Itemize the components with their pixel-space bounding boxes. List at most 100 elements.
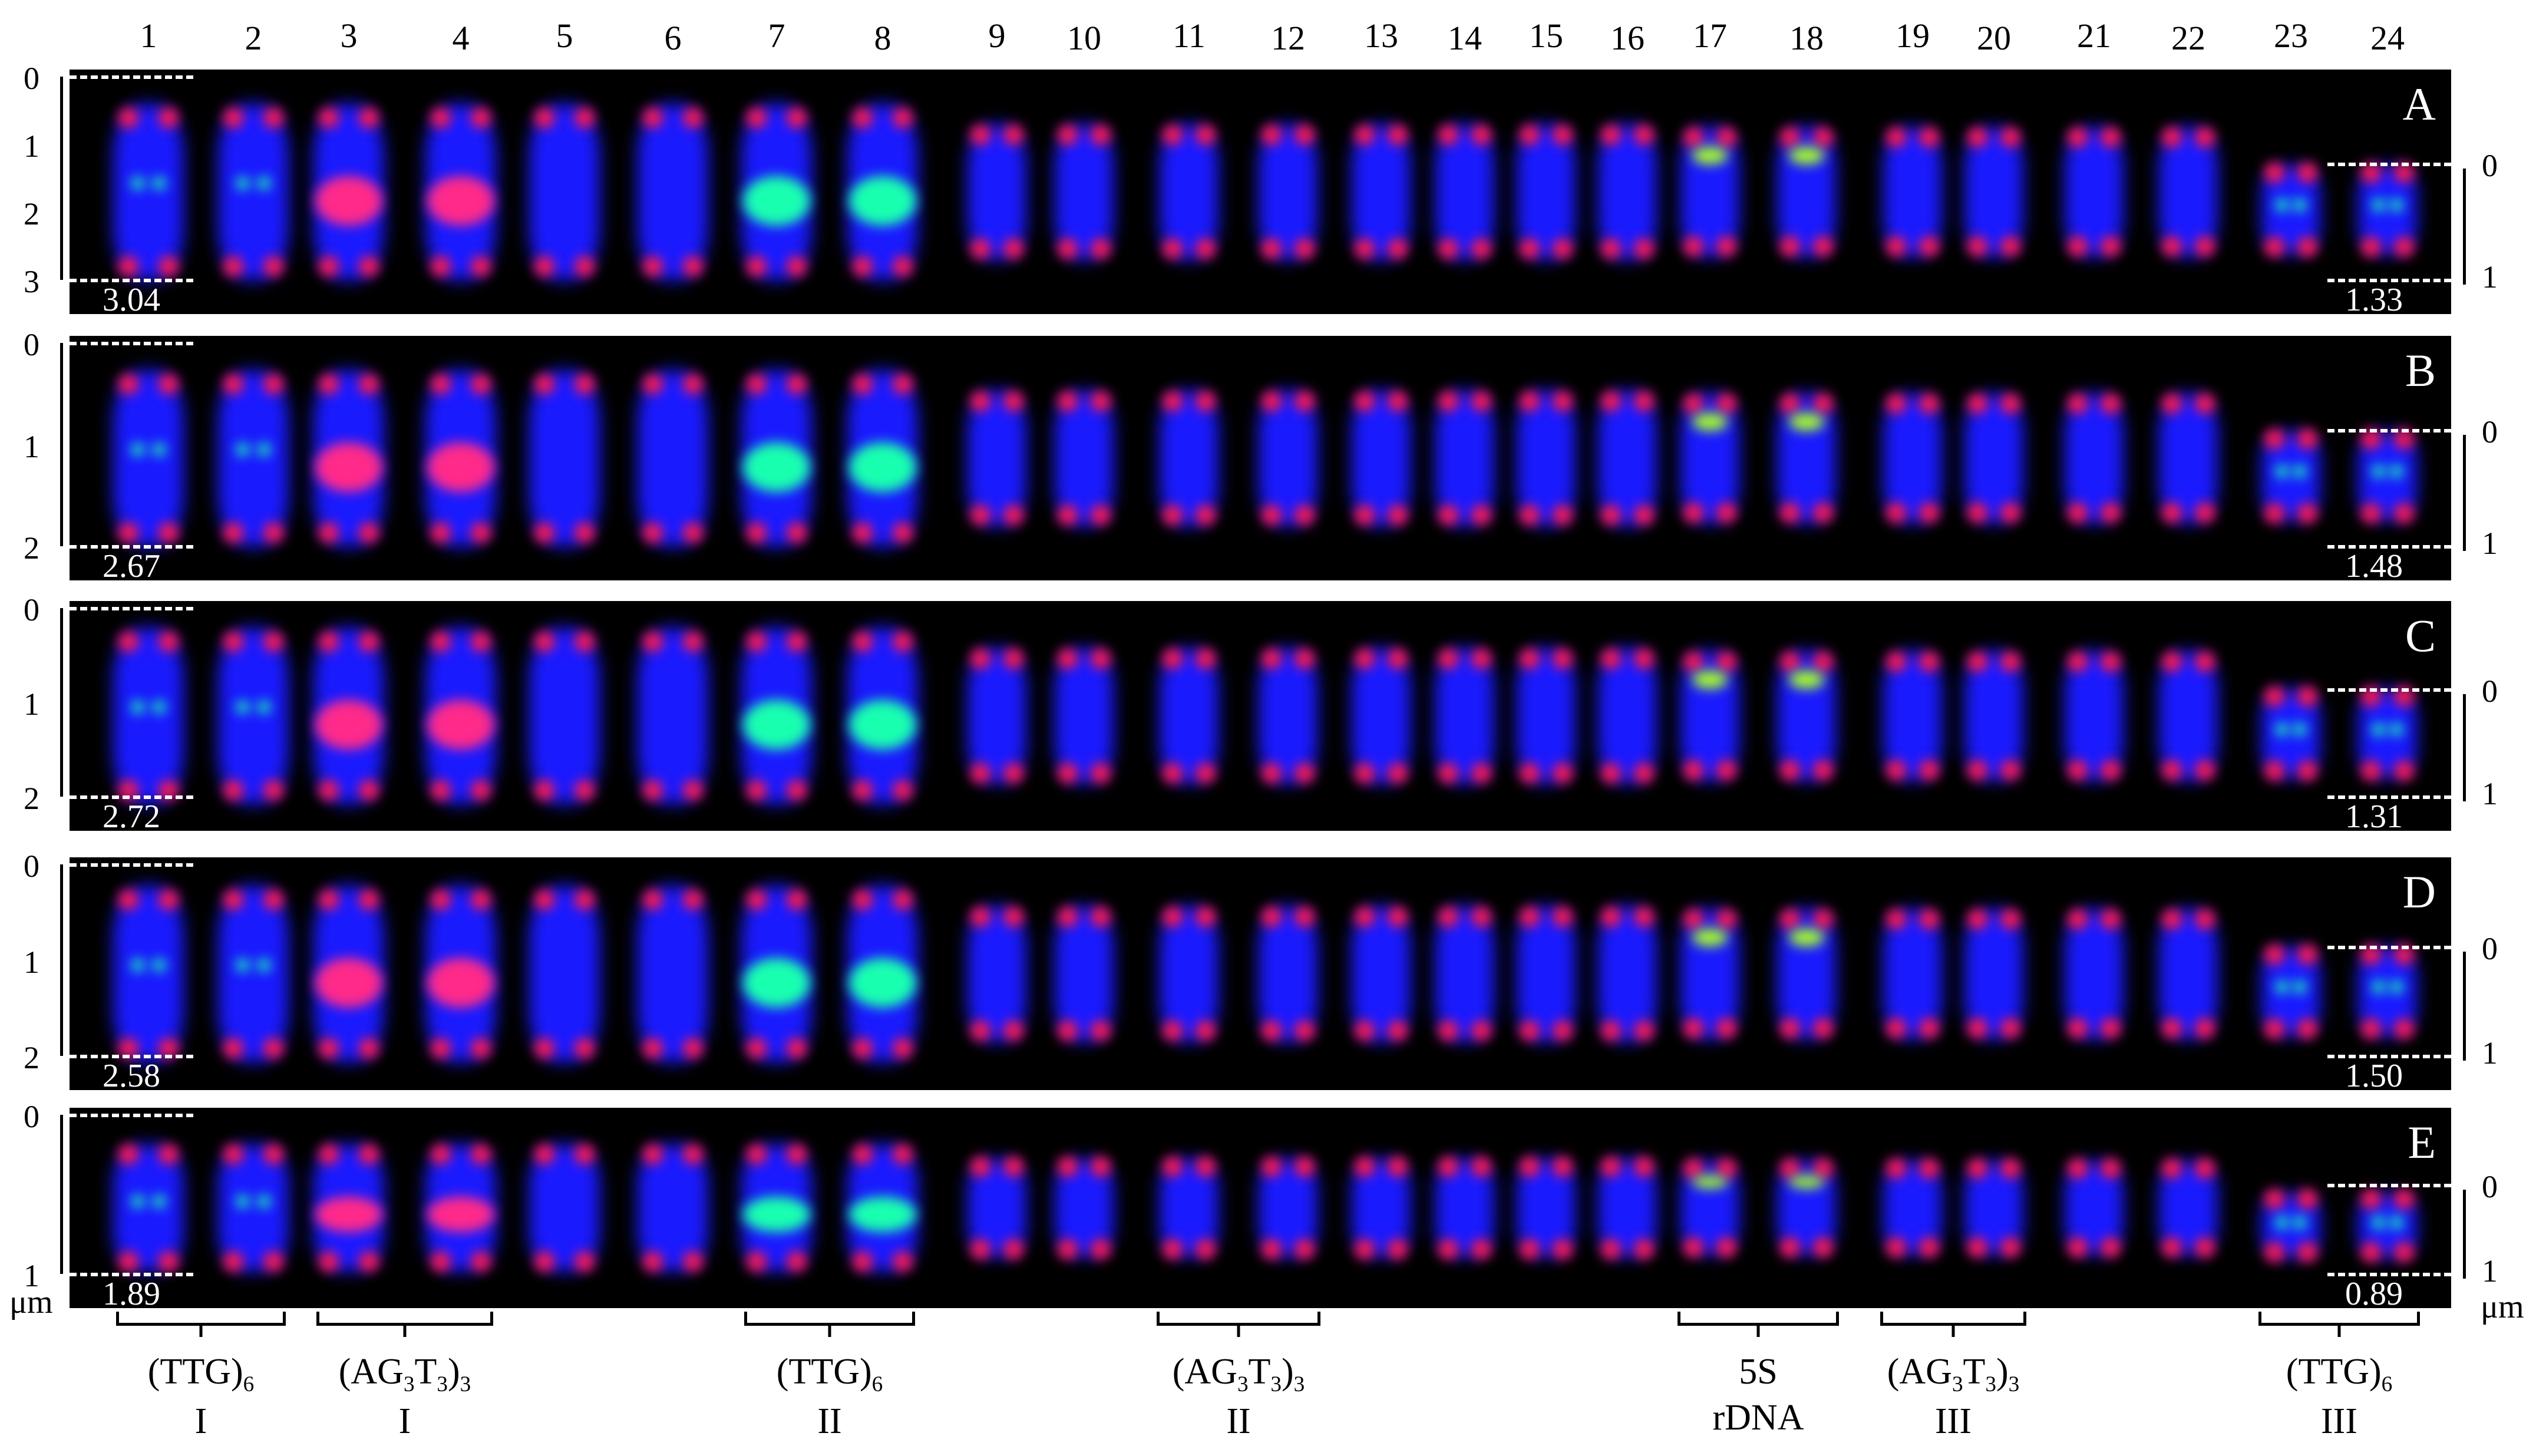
scale-tick-right: 0: [2482, 673, 2498, 709]
telomere-signal: [1919, 651, 1939, 672]
telomere-signal: [2068, 236, 2088, 256]
chromosome-length-left: 2.72: [103, 798, 160, 835]
telomere-signal: [1967, 1018, 1987, 1038]
telomere-signal: [1967, 236, 1987, 256]
chromosome-number-15: 15: [1529, 16, 1563, 55]
telomere-signal: [1553, 649, 1573, 669]
telomere-signal: [643, 780, 663, 800]
telomere-signal: [1683, 394, 1703, 414]
scale-dash-top-right: [2327, 946, 2451, 950]
probe-label: (AG3T3)3 III: [1887, 1349, 2020, 1444]
telomere-signal: [534, 780, 555, 800]
telomere-signal: [682, 889, 703, 910]
chromosome-1: [113, 369, 184, 547]
telomere-signal: [2101, 127, 2121, 148]
telomere-signal: [1163, 762, 1183, 783]
telomere-signal: [158, 522, 179, 543]
telomere-signal: [1471, 1239, 1491, 1259]
probe-subscript: 3: [437, 1372, 448, 1397]
scale-dash-bottom-right: [2327, 545, 2451, 549]
chromosome-21: [2065, 651, 2124, 781]
telomere-signal: [1634, 649, 1654, 669]
telomere-signal: [1091, 505, 1111, 526]
chromosome-1: [113, 1144, 184, 1272]
chromosome-12: [1259, 648, 1317, 784]
probe-bracket: [1157, 1312, 1320, 1326]
telomere-signal: [1438, 239, 1458, 259]
chromosome-22: [2159, 909, 2218, 1039]
telomere-signal: [1163, 1157, 1183, 1177]
telomere-signal: [2162, 502, 2182, 523]
interstitial-band-signal: [427, 1196, 494, 1233]
telomere-signal: [431, 1038, 451, 1058]
scale-dash-bottom-left: [70, 545, 193, 549]
telomere-signal: [431, 522, 451, 543]
telomere-signal: [118, 1144, 139, 1165]
telomere-signal: [2264, 686, 2284, 706]
telomere-signal: [2195, 1237, 2215, 1257]
telomere-signal: [1813, 909, 1833, 930]
telomere-signal: [2068, 1158, 2088, 1179]
chromosome-5: [529, 369, 600, 547]
telomere-signal: [2394, 236, 2414, 257]
telomere-signal: [358, 374, 379, 394]
chromosome-1: [113, 103, 184, 280]
telomere-signal: [1091, 1239, 1111, 1259]
chromosome-number-5: 5: [556, 16, 573, 55]
telomere-signal: [970, 1239, 990, 1259]
telomere-signal: [1813, 651, 1833, 672]
unit-label-right: μm: [2481, 1289, 2524, 1325]
chromosome-19: [1883, 651, 1942, 781]
probe-label: (TTG)6 I: [148, 1349, 254, 1444]
scale-tick-left: 0: [24, 848, 39, 884]
telomere-signal: [158, 1144, 179, 1165]
scale-bar-left: [60, 1115, 63, 1274]
probe-bracket: [1880, 1312, 2026, 1326]
interstitial-band-signal: [427, 958, 494, 1008]
telomere-signal: [1919, 394, 1939, 414]
chromosome-2: [218, 1144, 289, 1272]
telomere-signal: [643, 1144, 663, 1165]
telomere-signal: [1520, 239, 1540, 259]
telomere-signal: [682, 1144, 703, 1165]
ttg-centromeric-signal: [131, 1195, 144, 1209]
chromosome-22: [2159, 393, 2218, 523]
telomere-signal: [2297, 761, 2317, 781]
telomere-signal: [263, 1038, 283, 1058]
ttg-centromeric-signal: [257, 443, 270, 456]
scale-tick-right: 1: [2482, 259, 2498, 295]
telomere-signal: [1716, 394, 1736, 414]
panel-d: D 2.58 1.50: [70, 857, 2451, 1092]
telomere-signal: [1967, 651, 1987, 672]
telomere-signal: [1634, 1239, 1654, 1259]
telomere-signal: [1886, 236, 1906, 256]
telomere-signal: [319, 1251, 339, 1272]
telomere-signal: [643, 107, 663, 128]
telomere-signal: [1716, 236, 1736, 256]
chromosome-length-left: 3.04: [103, 282, 160, 318]
telomere-signal: [358, 1251, 379, 1272]
chromosome-number-17: 17: [1693, 16, 1727, 55]
ttg-centromeric-signal: [131, 958, 144, 972]
telomere-signal: [2000, 502, 2020, 523]
telomere-signal: [892, 632, 913, 652]
telomere-signal: [1683, 651, 1703, 672]
telomere-signal: [1196, 391, 1216, 411]
telomere-signal: [470, 256, 491, 276]
probe-name: (TTG)6: [2286, 1349, 2392, 1399]
interstitial-band-signal: [427, 442, 494, 492]
panel-letter: C: [2405, 610, 2436, 661]
telomere-signal: [1683, 1158, 1703, 1179]
chromosome-length-right: 1.48: [2345, 548, 2403, 585]
telomere-signal: [1058, 1157, 1078, 1177]
telomere-signal: [747, 1038, 767, 1058]
scale-tick-left: 1: [24, 428, 39, 464]
telomere-signal: [682, 522, 703, 543]
probe-group-label: rDNA: [1712, 1397, 1804, 1438]
telomere-signal: [1091, 649, 1111, 669]
ttg-centromeric-signal: [2372, 199, 2385, 212]
telomere-signal: [1262, 762, 1282, 783]
telomere-signal: [1295, 1239, 1315, 1259]
telomere-signal: [1634, 1021, 1654, 1041]
telomere-signal: [682, 107, 703, 128]
